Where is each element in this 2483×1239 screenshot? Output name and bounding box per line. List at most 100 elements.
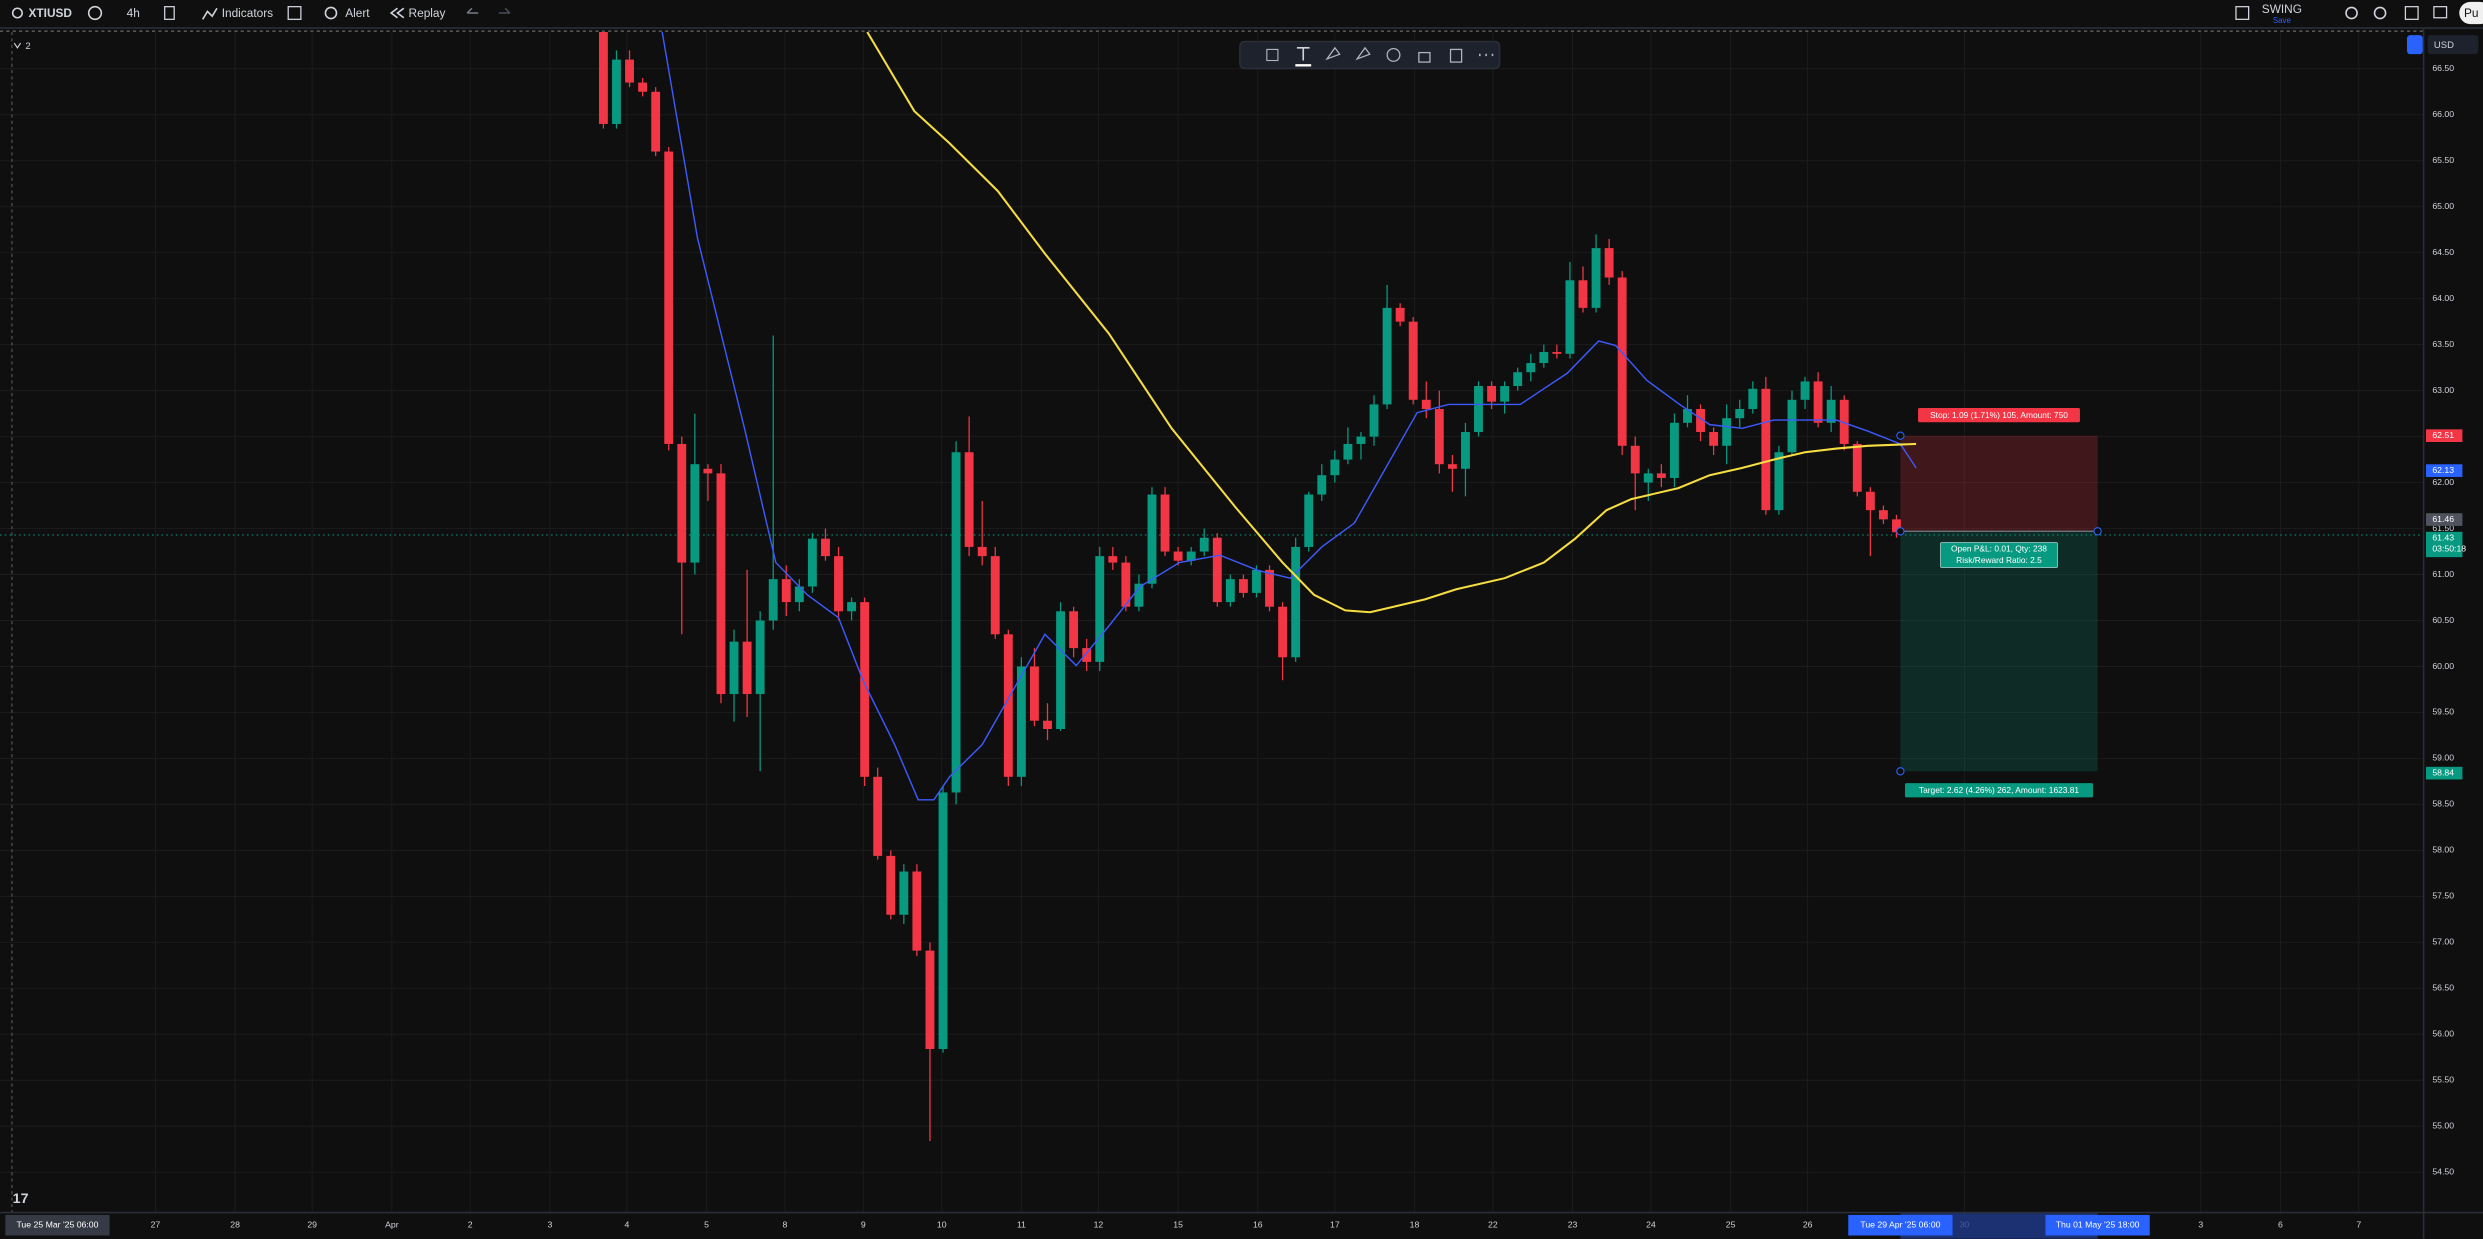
candle-body bbox=[1278, 606, 1288, 658]
candle-body bbox=[1408, 321, 1418, 400]
save-button[interactable]: Save bbox=[2273, 16, 2292, 25]
candle-body bbox=[1108, 556, 1118, 563]
layout-name[interactable]: SWING bbox=[2262, 2, 2302, 16]
publish-label[interactable]: Pu bbox=[2464, 6, 2479, 20]
y-tick-label: 62.00 bbox=[2432, 477, 2454, 487]
x-tick-label: 25 bbox=[1726, 1220, 1736, 1230]
x-marker-label: Thu 01 May '25 18:00 bbox=[2056, 1220, 2140, 1230]
candle-body bbox=[1591, 248, 1601, 308]
toolbar-icon[interactable] bbox=[2345, 6, 2358, 20]
candle-body bbox=[912, 871, 922, 951]
candle-body bbox=[625, 59, 634, 83]
candle-body bbox=[1826, 399, 1836, 423]
candle-body bbox=[1043, 720, 1052, 729]
settings-icon[interactable] bbox=[2373, 6, 2387, 20]
y-tick-label: 59.50 bbox=[2432, 707, 2454, 717]
price-tag: 61.43 bbox=[2432, 532, 2454, 542]
candle-body bbox=[925, 950, 935, 1049]
candle-body bbox=[1121, 562, 1131, 607]
delete-tool[interactable] bbox=[1449, 48, 1463, 63]
y-tick-label: 66.00 bbox=[2432, 109, 2454, 119]
layout-icon[interactable] bbox=[2235, 6, 2250, 20]
indicators-button[interactable]: Indicators bbox=[222, 6, 273, 20]
candle-body bbox=[1212, 537, 1222, 603]
price-tag-bg bbox=[2425, 429, 2463, 443]
template-tool[interactable] bbox=[1266, 48, 1279, 62]
drawing-toolbar-bg bbox=[1239, 40, 1501, 70]
candle-body bbox=[1029, 666, 1039, 721]
compare-button[interactable] bbox=[87, 5, 103, 21]
settings-tool[interactable] bbox=[1386, 47, 1401, 62]
candle-body bbox=[1643, 473, 1653, 483]
logo[interactable]: 17 bbox=[13, 1191, 29, 1207]
candle-body bbox=[1696, 409, 1705, 432]
candle-body bbox=[1565, 280, 1575, 354]
position-handle bbox=[1896, 431, 1905, 440]
symbol[interactable]: XTIUSD bbox=[29, 6, 73, 20]
candle-body bbox=[612, 59, 621, 124]
candle-body bbox=[1317, 475, 1327, 495]
fill-tool[interactable] bbox=[1325, 46, 1341, 61]
candle-body bbox=[1683, 409, 1692, 423]
alert-button[interactable]: Alert bbox=[345, 6, 370, 20]
candle-body bbox=[768, 579, 778, 621]
line-color-tool[interactable] bbox=[1355, 46, 1371, 61]
replay-icon[interactable] bbox=[389, 7, 405, 19]
indicators-icon[interactable] bbox=[202, 7, 218, 20]
candle-body bbox=[1343, 443, 1353, 460]
candle-body bbox=[1813, 381, 1823, 423]
y-tick-label: 64.50 bbox=[2432, 247, 2454, 257]
pane-toggle[interactable] bbox=[13, 42, 22, 49]
x-marker-bg bbox=[2045, 1214, 2150, 1236]
candle-body bbox=[1735, 409, 1745, 419]
pane-count[interactable]: 2 bbox=[25, 41, 30, 52]
y-tick-label: 54.50 bbox=[2432, 1167, 2454, 1177]
candle-body bbox=[1852, 443, 1862, 492]
scale-button[interactable] bbox=[2406, 35, 2423, 55]
candle-body bbox=[1421, 399, 1431, 410]
chart-type-button[interactable] bbox=[164, 6, 175, 20]
x-tick-label: Apr bbox=[385, 1220, 399, 1230]
stop-label-bg bbox=[1918, 407, 2080, 423]
candle-body bbox=[938, 792, 948, 1049]
x-tick-label: 2 bbox=[468, 1220, 473, 1230]
x-tick-label: 12 bbox=[1094, 1220, 1104, 1230]
lock-tool[interactable] bbox=[1418, 51, 1431, 63]
redo-button[interactable] bbox=[498, 7, 511, 14]
y-tick-label: 64.00 bbox=[2432, 293, 2454, 303]
candle-body bbox=[1291, 546, 1301, 658]
candle-body bbox=[1069, 611, 1079, 649]
candle-body bbox=[1722, 418, 1732, 446]
snapshot-icon[interactable] bbox=[2433, 6, 2448, 19]
interval[interactable]: 4h bbox=[127, 6, 140, 20]
candle-body bbox=[1774, 452, 1784, 511]
candle-body bbox=[781, 579, 791, 603]
candle-body bbox=[1839, 399, 1849, 444]
candle-body bbox=[1056, 611, 1065, 729]
y-tick-label: 57.50 bbox=[2432, 891, 2454, 901]
candle-body bbox=[1238, 579, 1248, 593]
currency[interactable]: USD bbox=[2434, 40, 2454, 51]
candle-body bbox=[651, 91, 661, 152]
candle-body bbox=[664, 151, 674, 444]
undo-button[interactable] bbox=[466, 7, 479, 14]
candle-body bbox=[1617, 277, 1627, 446]
text-tool[interactable] bbox=[1296, 47, 1310, 61]
target-label-bg bbox=[1904, 783, 2094, 798]
x-marker-bg bbox=[5, 1214, 110, 1236]
y-tick-label: 61.00 bbox=[2432, 569, 2454, 579]
publish-button[interactable] bbox=[2459, 1, 2483, 25]
stop-label: Stop: 1.09 (1.71%) 105, Amount: 750 bbox=[1930, 410, 2068, 420]
position-handle bbox=[1896, 527, 1905, 536]
templates-button[interactable] bbox=[287, 6, 302, 20]
candle-body bbox=[1604, 248, 1614, 278]
candle-body bbox=[1369, 404, 1379, 437]
fullscreen-icon[interactable] bbox=[2404, 6, 2419, 20]
replay-button[interactable]: Replay bbox=[409, 6, 446, 20]
x-marker-bg bbox=[1848, 1214, 1953, 1236]
search-icon[interactable] bbox=[11, 7, 23, 19]
price-tag-bg bbox=[2425, 513, 2463, 526]
alert-icon[interactable] bbox=[324, 6, 338, 20]
candle-body bbox=[1630, 445, 1640, 474]
currency-box[interactable] bbox=[2427, 35, 2479, 55]
